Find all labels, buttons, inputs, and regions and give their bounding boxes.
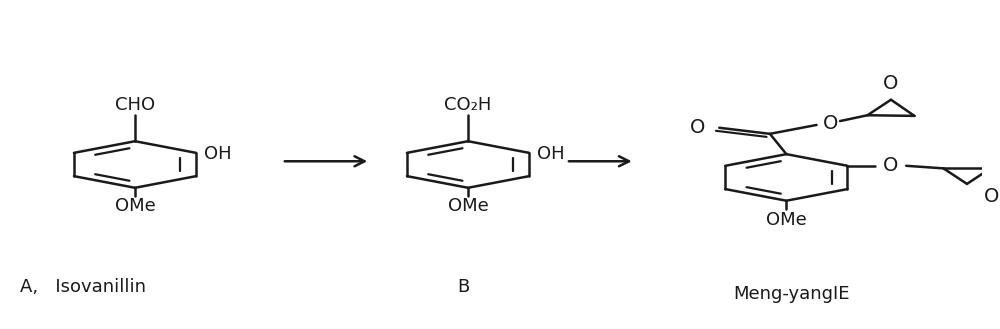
Text: OH: OH — [204, 145, 232, 164]
Text: A,   Isovanillin: A, Isovanillin — [20, 278, 146, 296]
Text: O: O — [883, 156, 898, 175]
Text: CHO: CHO — [115, 96, 155, 114]
Text: Meng-yangIE: Meng-yangIE — [733, 285, 850, 303]
Text: OH: OH — [537, 145, 565, 164]
Text: OMe: OMe — [766, 211, 807, 229]
Text: O: O — [984, 187, 999, 206]
Text: B: B — [457, 278, 469, 296]
Text: CO₂H: CO₂H — [444, 96, 492, 114]
Text: O: O — [823, 114, 838, 133]
Text: OMe: OMe — [448, 197, 488, 215]
Text: OMe: OMe — [115, 197, 155, 215]
Text: O: O — [883, 74, 899, 92]
Text: O: O — [690, 118, 705, 137]
